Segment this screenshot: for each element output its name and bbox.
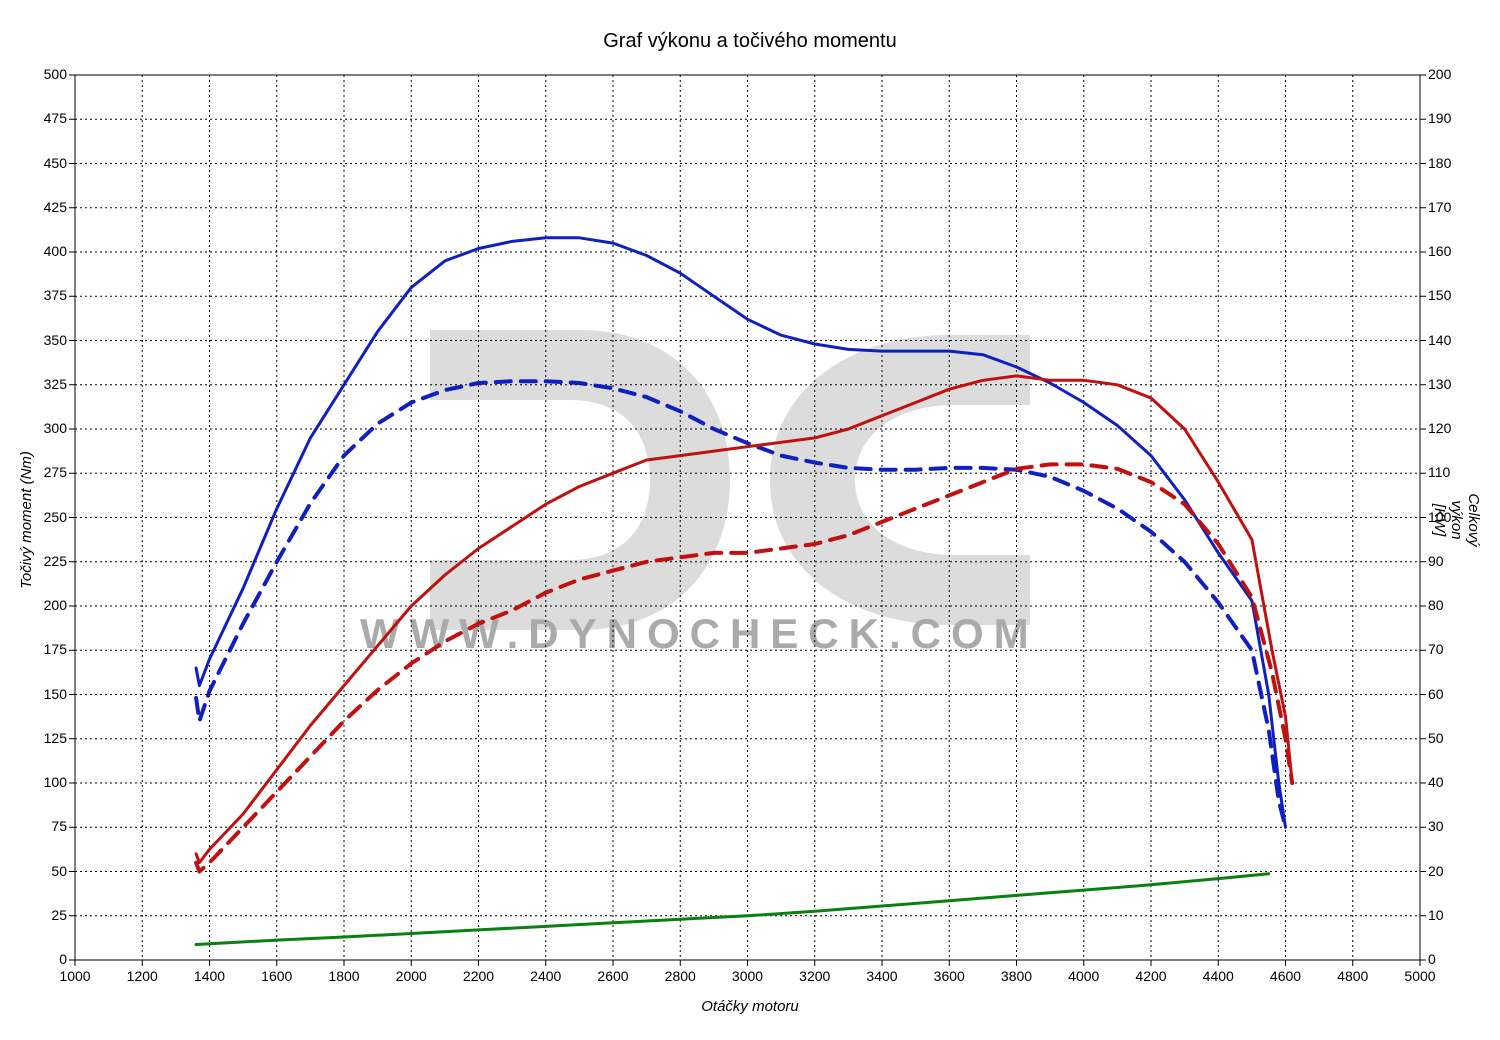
y-right-tick-label: 60 — [1428, 686, 1444, 702]
y-right-tick-label: 130 — [1428, 376, 1451, 392]
x-tick-label: 2600 — [593, 968, 633, 984]
y-left-tick-label: 500 — [44, 66, 67, 82]
y-right-tick-label: 180 — [1428, 155, 1451, 171]
y-left-tick-label: 175 — [44, 641, 67, 657]
y-right-tick-label: 80 — [1428, 597, 1444, 613]
y-left-tick-label: 75 — [51, 818, 67, 834]
x-tick-label: 4800 — [1333, 968, 1373, 984]
x-tick-label: 4200 — [1131, 968, 1171, 984]
x-tick-label: 3400 — [862, 968, 902, 984]
y-right-tick-label: 90 — [1428, 553, 1444, 569]
x-tick-label: 4400 — [1198, 968, 1238, 984]
y-right-tick-label: 200 — [1428, 66, 1451, 82]
x-tick-label: 2800 — [660, 968, 700, 984]
y-right-tick-label: 100 — [1428, 509, 1451, 525]
y-left-tick-label: 100 — [44, 774, 67, 790]
y-left-tick-label: 50 — [51, 863, 67, 879]
y-left-tick-label: 300 — [44, 420, 67, 436]
x-tick-label: 1400 — [190, 968, 230, 984]
y-right-tick-label: 110 — [1428, 464, 1450, 480]
y-right-tick-label: 20 — [1428, 863, 1444, 879]
y-right-tick-label: 30 — [1428, 818, 1444, 834]
x-tick-label: 1600 — [257, 968, 297, 984]
x-tick-label: 2000 — [391, 968, 431, 984]
y-left-tick-label: 400 — [44, 243, 67, 259]
x-tick-label: 5000 — [1400, 968, 1440, 984]
x-tick-label: 3200 — [795, 968, 835, 984]
x-tick-label: 3000 — [728, 968, 768, 984]
y-left-tick-label: 250 — [44, 509, 67, 525]
y-left-tick-label: 375 — [44, 287, 67, 303]
y-left-tick-label: 0 — [59, 951, 67, 967]
y-right-tick-label: 170 — [1428, 199, 1451, 215]
y-left-tick-label: 225 — [44, 553, 67, 569]
y-right-tick-label: 0 — [1428, 951, 1436, 967]
chart-container: Graf výkonu a točivého momentu WWW.DYNOC… — [0, 0, 1500, 1040]
y-right-tick-label: 120 — [1428, 420, 1451, 436]
y-left-tick-label: 325 — [44, 376, 67, 392]
y-right-tick-label: 140 — [1428, 332, 1451, 348]
y-right-tick-label: 70 — [1428, 641, 1444, 657]
y-right-tick-label: 160 — [1428, 243, 1451, 259]
x-tick-label: 4000 — [1064, 968, 1104, 984]
series-power-tuned — [196, 376, 1292, 863]
x-tick-label: 3800 — [997, 968, 1037, 984]
y-left-tick-label: 125 — [44, 730, 67, 746]
y-left-tick-label: 425 — [44, 199, 67, 215]
y-left-tick-label: 200 — [44, 597, 67, 613]
y-right-tick-label: 190 — [1428, 110, 1451, 126]
y-left-tick-label: 475 — [44, 110, 67, 126]
x-tick-label: 2200 — [459, 968, 499, 984]
y-left-tick-label: 150 — [44, 686, 67, 702]
y-left-tick-label: 350 — [44, 332, 67, 348]
x-tick-label: 2400 — [526, 968, 566, 984]
y-left-tick-label: 450 — [44, 155, 67, 171]
y-right-tick-label: 10 — [1428, 907, 1444, 923]
y-right-tick-label: 40 — [1428, 774, 1444, 790]
x-tick-label: 1000 — [55, 968, 95, 984]
x-tick-label: 1800 — [324, 968, 364, 984]
series-loss-power — [196, 874, 1269, 945]
x-tick-label: 3600 — [929, 968, 969, 984]
x-tick-label: 1200 — [122, 968, 162, 984]
y-left-tick-label: 25 — [51, 907, 67, 923]
y-right-tick-label: 50 — [1428, 730, 1444, 746]
y-left-tick-label: 275 — [44, 464, 67, 480]
plot-area — [0, 0, 1500, 1040]
y-right-tick-label: 150 — [1428, 287, 1451, 303]
x-tick-label: 4600 — [1266, 968, 1306, 984]
